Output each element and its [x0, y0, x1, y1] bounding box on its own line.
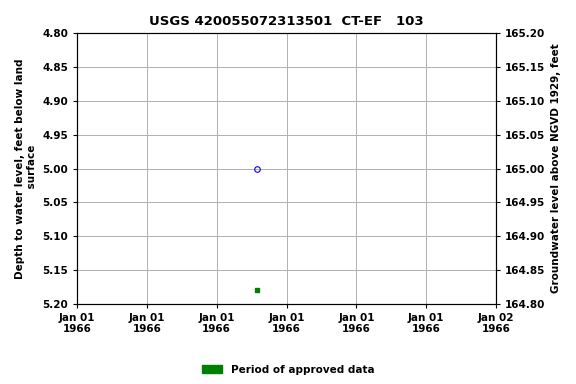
Legend: Period of approved data: Period of approved data	[198, 361, 378, 379]
Y-axis label: Groundwater level above NGVD 1929, feet: Groundwater level above NGVD 1929, feet	[551, 44, 561, 293]
Y-axis label: Depth to water level, feet below land
 surface: Depth to water level, feet below land su…	[15, 58, 37, 279]
Title: USGS 420055072313501  CT-EF   103: USGS 420055072313501 CT-EF 103	[149, 15, 424, 28]
